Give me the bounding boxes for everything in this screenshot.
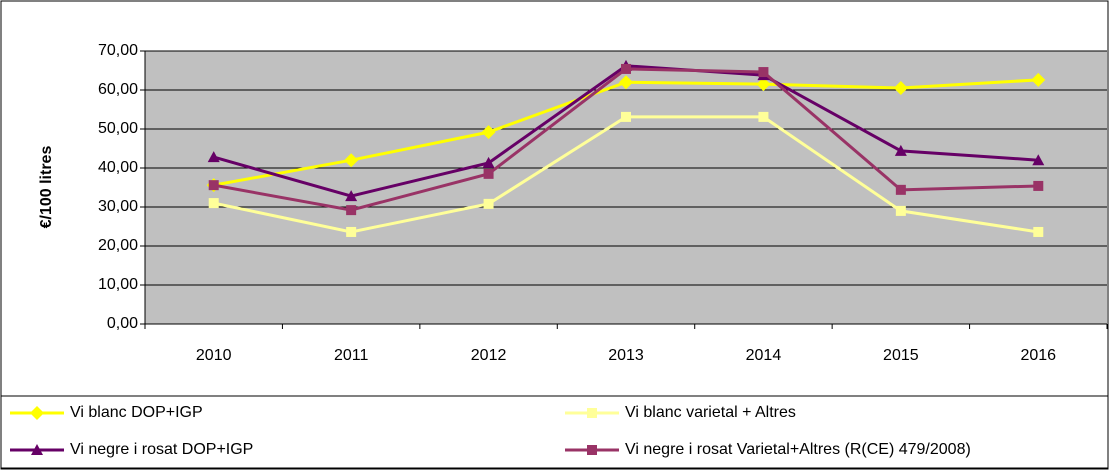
legend-box — [0, 395, 1109, 469]
data-point — [893, 81, 908, 96]
data-point — [481, 125, 496, 140]
data-point — [619, 75, 633, 90]
data-point — [758, 67, 769, 78]
x-tick-label: 2015 — [883, 347, 919, 364]
data-point — [1033, 180, 1044, 191]
data-point — [207, 151, 220, 163]
legend-label: Vi blanc varietal + Altres — [625, 404, 796, 421]
data-point — [621, 111, 631, 122]
legend-marker — [587, 408, 597, 418]
data-point — [758, 111, 769, 122]
data-point — [482, 156, 495, 168]
x-tick-label: 2014 — [746, 347, 782, 364]
data-point — [895, 184, 906, 195]
legend-marker — [31, 444, 43, 455]
data-point — [1032, 154, 1045, 166]
data-point — [345, 190, 358, 202]
data-point — [346, 205, 357, 216]
y-tick-label: 50,00 — [98, 120, 138, 137]
x-tick-label: 2011 — [334, 347, 369, 364]
legend-marker — [30, 406, 44, 420]
data-point — [1031, 72, 1046, 87]
y-tick-label: 70,00 — [98, 42, 138, 59]
y-tick-label: 20,00 — [98, 237, 138, 254]
y-tick-label: 0,00 — [107, 315, 138, 332]
y-tick-label: 40,00 — [98, 159, 138, 176]
data-point — [208, 198, 219, 209]
data-point — [621, 63, 631, 74]
x-tick-label: 2012 — [471, 347, 507, 364]
y-tick-label: 60,00 — [98, 81, 138, 98]
data-point — [1033, 226, 1044, 237]
data-point — [208, 180, 219, 191]
y-tick-label: 10,00 — [98, 276, 138, 293]
data-point — [895, 205, 906, 216]
data-point — [344, 153, 359, 168]
legend-label: Vi blanc DOP+IGP — [70, 404, 203, 421]
legend-marker — [587, 445, 597, 455]
x-tick-label: 2010 — [196, 347, 232, 364]
legend-label: Vi negre i rosat DOP+IGP — [70, 441, 253, 458]
data-point — [756, 77, 771, 92]
x-tick-label: 2013 — [608, 347, 644, 364]
y-axis-label: €/100 litres — [38, 146, 55, 229]
data-point — [483, 198, 494, 209]
data-point — [483, 168, 494, 179]
data-point — [346, 226, 357, 237]
legend-label: Vi negre i rosat Varietal+Altres (R(CE) … — [625, 441, 971, 458]
x-tick-label: 2016 — [1020, 347, 1056, 364]
data-point — [894, 144, 907, 156]
y-tick-label: 30,00 — [98, 198, 138, 215]
